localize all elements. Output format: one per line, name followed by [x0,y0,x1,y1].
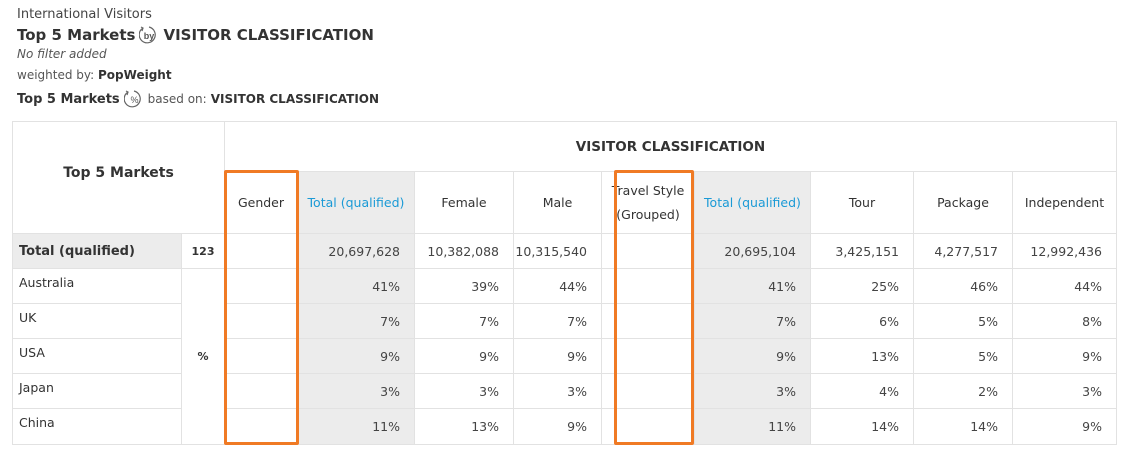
gender-empty-cell [224,268,298,304]
col-header-female: Female [414,171,514,234]
cell-tour: 4% [810,373,914,409]
cell-male: 3% [513,373,602,409]
col-header-total-gender[interactable]: Total (qualified) [297,171,415,234]
row-label: Australia [12,268,182,304]
cell-total-gender: 41% [297,268,415,304]
col-header-gender: Gender [224,171,298,234]
gender-empty-cell [224,408,298,445]
cell-tour: 14% [810,408,914,445]
cell-independent: 9% [1012,338,1117,374]
cell-female: 9% [414,338,514,374]
basis-label: based on: [147,92,207,106]
cell-female: 7% [414,303,514,339]
col-header-total-travel[interactable]: Total (qualified) [694,171,811,234]
cell-total-gender: 3% [297,373,415,409]
cell-package: 5% [913,338,1013,374]
col-header-male: Male [513,171,602,234]
cell-tour: 13% [810,338,914,374]
cell-tour: 25% [810,268,914,304]
total-row-package: 4,277,517 [913,233,1013,269]
title-columns-label: VISITOR CLASSIFICATION [163,26,374,44]
report-subtitle: International Visitors [17,7,152,22]
percent-swap-icon[interactable]: % [123,89,144,109]
col-header-travel-style: Travel Style (Grouped) [601,171,695,234]
cell-female: 3% [414,373,514,409]
travel-empty-cell [601,373,695,409]
row-label: Japan [12,373,182,409]
cell-male: 44% [513,268,602,304]
cell-package: 14% [913,408,1013,445]
cell-package: 2% [913,373,1013,409]
col-header-independent: Independent [1012,171,1117,234]
cell-independent: 9% [1012,408,1117,445]
weight-info: weighted by: PopWeight [17,68,172,82]
total-row-female: 10,382,088 [414,233,514,269]
cell-female: 13% [414,408,514,445]
total-row-label: Total (qualified) [12,233,182,269]
cell-total-gender: 7% [297,303,415,339]
cell-male: 9% [513,408,602,445]
gender-empty-cell [224,373,298,409]
title-rows-label: Top 5 Markets [17,26,136,44]
cell-independent: 44% [1012,268,1117,304]
cell-total-travel: 11% [694,408,811,445]
svg-text:%: % [130,95,138,105]
basis-rows-label: Top 5 Markets [17,91,120,107]
cell-package: 46% [913,268,1013,304]
filter-note: No filter added [17,47,107,61]
total-row-travel-empty [601,233,695,269]
weight-label: weighted by: [17,68,95,82]
travel-empty-cell [601,303,695,339]
row-label: China [12,408,182,445]
total-row-total-gender: 20,697,628 [297,233,415,269]
total-row-total-travel: 20,695,104 [694,233,811,269]
cell-male: 9% [513,338,602,374]
cell-total-travel: 7% [694,303,811,339]
cell-total-travel: 3% [694,373,811,409]
col-header-package: Package [913,171,1013,234]
cell-total-travel: 9% [694,338,811,374]
cell-independent: 8% [1012,303,1117,339]
total-row-male: 10,315,540 [513,233,602,269]
row-label: USA [12,338,182,374]
cell-total-travel: 41% [694,268,811,304]
cell-total-gender: 11% [297,408,415,445]
cell-package: 5% [913,303,1013,339]
gender-empty-cell [224,338,298,374]
column-group-title: VISITOR CLASSIFICATION [224,121,1117,172]
weight-value: PopWeight [98,68,172,82]
basis-value: VISITOR CLASSIFICATION [210,92,380,106]
row-header-title: Top 5 Markets [12,121,225,234]
svg-text:by: by [144,31,155,41]
travel-empty-cell [601,268,695,304]
gender-empty-cell [224,303,298,339]
row-label: UK [12,303,182,339]
percent-basis: Top 5 Markets % based on: VISITOR CLASSI… [17,89,379,109]
cell-male: 7% [513,303,602,339]
cell-tour: 6% [810,303,914,339]
percent-marker: % [181,268,225,445]
total-row-count: 123 [181,233,225,269]
cell-female: 39% [414,268,514,304]
travel-empty-cell [601,408,695,445]
total-row-gender-empty [224,233,298,269]
cell-independent: 3% [1012,373,1117,409]
travel-empty-cell [601,338,695,374]
by-icon[interactable]: by [139,25,159,45]
col-header-tour: Tour [810,171,914,234]
report-title: Top 5 Markets by VISITOR CLASSIFICATION [17,25,374,45]
cell-total-gender: 9% [297,338,415,374]
total-row-tour: 3,425,151 [810,233,914,269]
total-row-independent: 12,992,436 [1012,233,1117,269]
